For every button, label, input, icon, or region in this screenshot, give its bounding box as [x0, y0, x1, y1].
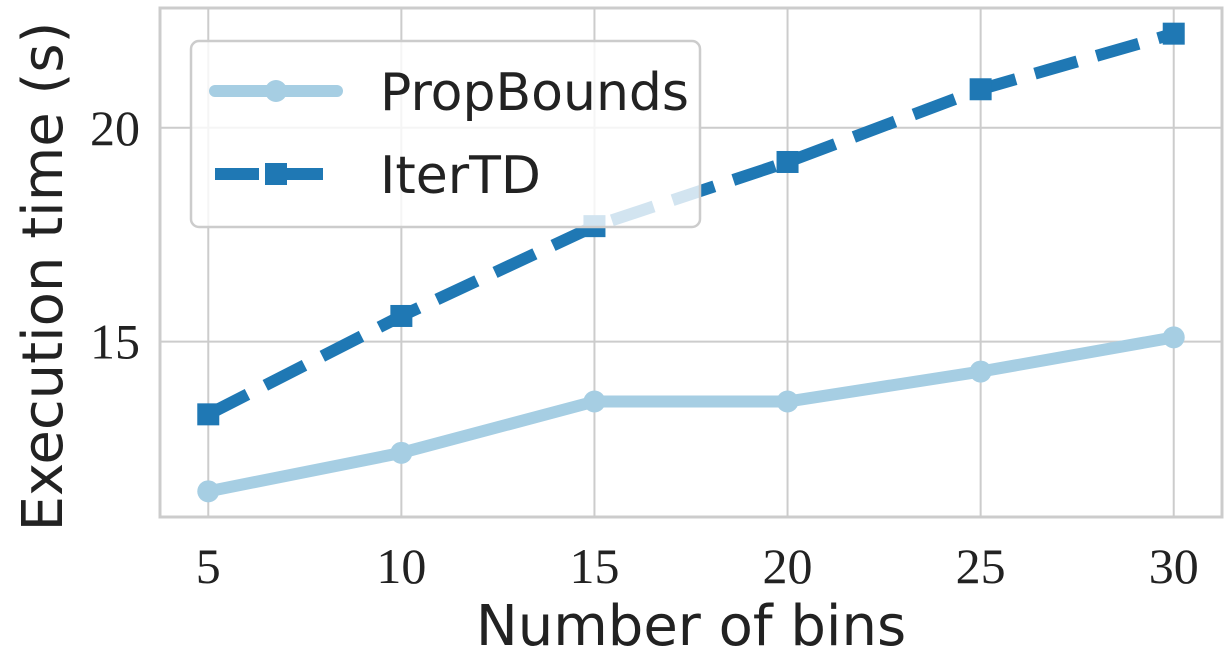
y-tick-label: 15: [90, 314, 140, 370]
x-tick-label: 5: [196, 538, 221, 594]
data-point-propbounds: [1162, 326, 1185, 349]
data-point-itertd: [969, 78, 992, 101]
x-tick-label: 25: [956, 538, 1006, 594]
data-point-itertd: [390, 304, 413, 327]
data-point-propbounds: [776, 390, 799, 413]
y-axis-label: Execution time (s): [11, 22, 76, 532]
series-line-propbounds: [202, 331, 1180, 498]
data-point-itertd: [776, 150, 799, 173]
data-point-itertd: [1162, 22, 1185, 45]
data-point-propbounds: [969, 360, 992, 383]
legend-marker-itertd: [265, 163, 287, 185]
x-tick-label: 20: [763, 538, 813, 594]
data-point-propbounds: [197, 480, 220, 503]
y-tick-label: 20: [90, 100, 140, 156]
x-axis-label: Number of bins: [476, 594, 906, 659]
x-tick-label: 10: [376, 538, 426, 594]
legend-marker-propbounds: [265, 80, 287, 102]
legend-label-itertd: IterTD: [380, 146, 541, 206]
data-point-propbounds: [390, 441, 413, 464]
data-point-propbounds: [583, 390, 606, 413]
data-point-itertd: [197, 403, 220, 426]
plot-frame: [158, 6, 1224, 519]
legend-label-propbounds: PropBounds: [380, 63, 689, 123]
x-tick-label: 15: [569, 538, 619, 594]
x-tick-label: 30: [1149, 538, 1199, 594]
